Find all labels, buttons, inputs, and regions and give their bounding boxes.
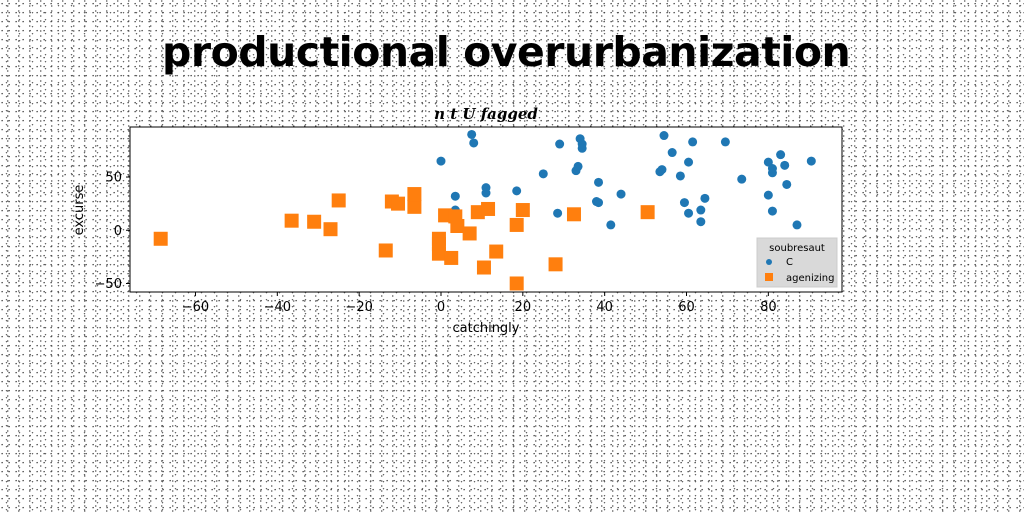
y-tick-label: 0 xyxy=(114,224,122,239)
x-tick-label: 20 xyxy=(515,300,532,315)
x-axis-label: catchingly xyxy=(452,321,519,336)
point-circle xyxy=(482,189,491,198)
point-circle xyxy=(467,130,476,139)
x-tick-label: 0 xyxy=(437,300,445,315)
point-square xyxy=(324,222,338,236)
point-square xyxy=(567,207,581,221)
point-circle xyxy=(737,175,746,184)
point-square xyxy=(516,203,530,217)
point-square xyxy=(332,193,346,207)
point-square xyxy=(285,214,299,228)
point-square xyxy=(307,215,321,229)
point-square xyxy=(432,247,446,261)
point-circle xyxy=(578,144,587,153)
point-square xyxy=(477,261,491,275)
point-circle xyxy=(606,220,615,229)
point-circle xyxy=(436,157,445,166)
point-circle xyxy=(684,209,693,218)
chart-title: n t U fagged xyxy=(434,105,538,123)
point-circle xyxy=(764,191,773,200)
legend-title: soubresaut xyxy=(769,243,825,254)
point-circle xyxy=(807,157,816,166)
point-square xyxy=(489,245,503,259)
x-tick-label: 60 xyxy=(678,300,695,315)
point-square xyxy=(154,232,168,246)
point-square xyxy=(510,276,524,290)
point-circle xyxy=(555,140,564,149)
y-axis: −50 0 50 xyxy=(95,171,130,292)
point-circle xyxy=(684,158,693,167)
y-tick-label: −50 xyxy=(95,277,122,292)
legend-label-c: C xyxy=(786,257,793,268)
y-tick-label: 50 xyxy=(105,171,122,186)
legend-marker-circle xyxy=(766,259,772,265)
point-circle xyxy=(553,209,562,218)
point-circle xyxy=(782,180,791,189)
point-circle xyxy=(792,220,801,229)
point-circle xyxy=(594,198,603,207)
point-circle xyxy=(768,164,777,173)
x-tick-label: 80 xyxy=(760,300,777,315)
point-square xyxy=(444,251,458,265)
point-square xyxy=(391,197,405,211)
x-tick-label: 40 xyxy=(596,300,613,315)
point-square xyxy=(463,226,477,240)
point-circle xyxy=(657,165,666,174)
point-square xyxy=(379,243,393,257)
y-axis-label: excurse xyxy=(72,185,87,236)
point-circle xyxy=(539,169,548,178)
point-square xyxy=(450,219,464,233)
point-circle xyxy=(676,171,685,180)
point-circle xyxy=(512,186,521,195)
point-circle xyxy=(721,137,730,146)
point-square xyxy=(510,218,524,232)
point-circle xyxy=(451,192,460,201)
point-circle xyxy=(594,178,603,187)
point-circle xyxy=(469,138,478,147)
x-axis: −60 −40 −20 0 20 40 60 80 xyxy=(182,292,777,315)
x-tick-label: −60 xyxy=(182,300,209,315)
legend: soubresaut C agenizing xyxy=(757,238,837,287)
point-circle xyxy=(574,162,583,171)
point-circle xyxy=(696,217,705,226)
legend-label-agenizing: agenizing xyxy=(786,273,834,284)
point-square xyxy=(641,205,655,219)
point-circle xyxy=(680,198,689,207)
point-circle xyxy=(780,161,789,170)
point-square xyxy=(549,257,563,271)
point-circle xyxy=(768,207,777,216)
point-circle xyxy=(776,150,785,159)
point-circle xyxy=(668,148,677,157)
point-square xyxy=(407,187,421,201)
point-circle xyxy=(696,206,705,215)
x-tick-label: −20 xyxy=(345,300,372,315)
point-circle xyxy=(660,131,669,140)
point-circle xyxy=(700,194,709,203)
point-circle xyxy=(617,190,626,199)
point-square xyxy=(407,200,421,214)
point-circle xyxy=(688,137,697,146)
legend-marker-square xyxy=(765,273,773,281)
point-square xyxy=(481,202,495,216)
x-tick-label: −40 xyxy=(264,300,291,315)
